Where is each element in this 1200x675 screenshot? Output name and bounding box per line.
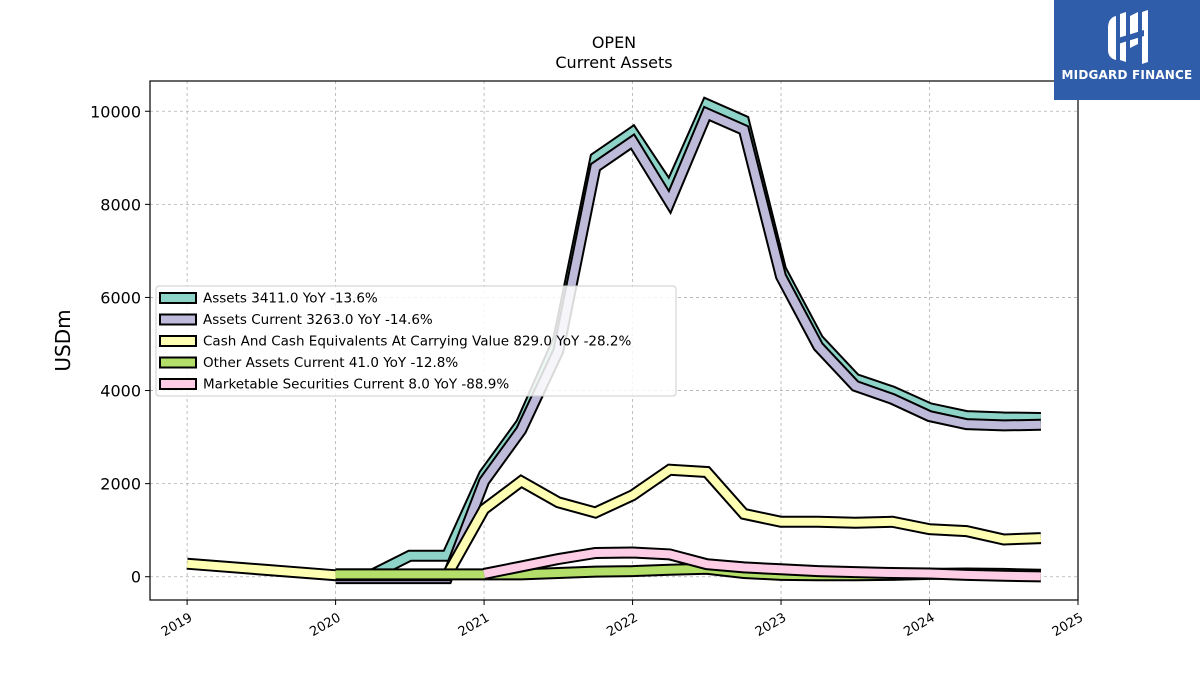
y-tick-label: 10000 (90, 102, 141, 121)
chart-subtitle: Current Assets (555, 53, 672, 72)
y-tick-label: 6000 (100, 288, 141, 307)
plot-frame (149, 80, 1079, 601)
y-tick-label: 8000 (100, 195, 141, 214)
legend-swatch (159, 356, 197, 369)
legend-swatch (159, 378, 197, 390)
y-axis-label: USDm (51, 309, 75, 371)
legend-swatch (159, 313, 197, 326)
legend-swatch (159, 292, 197, 304)
legend-label: Assets Current 3263.0 YoY -14.6% (203, 312, 433, 328)
series-line-2 (186, 465, 1042, 580)
brand-logo: MIDGARD FINANCE (1054, 0, 1200, 100)
legend-label: Assets 3411.0 YoY -13.6% (203, 291, 378, 307)
chart-title: OPEN (592, 33, 636, 52)
legend-box (155, 285, 677, 397)
legend-label: Cash And Cash Equivalents At Carrying Va… (203, 334, 631, 350)
legend-label: Other Assets Current 41.0 YoY -12.8% (203, 355, 458, 371)
y-tick-label: 2000 (100, 475, 141, 494)
x-tick-label: 2020 (307, 610, 343, 640)
y-tick-label: 0 (131, 568, 141, 587)
x-tick-label: 2023 (753, 610, 789, 640)
legend-swatch (159, 335, 197, 347)
series-line-4 (483, 548, 1041, 581)
legend-label: Marketable Securities Current 8.0 YoY -8… (203, 377, 509, 393)
x-tick-label: 2024 (901, 610, 937, 640)
x-tick-label: 2022 (604, 610, 640, 640)
x-tick-label: 2019 (159, 610, 195, 640)
midgard-logo-icon (1108, 10, 1148, 64)
brand-name: MIDGARD FINANCE (1061, 68, 1193, 82)
y-tick-label: 4000 (100, 382, 141, 401)
x-tick-label: 2021 (456, 610, 492, 640)
x-tick-label: 2025 (1050, 610, 1086, 640)
